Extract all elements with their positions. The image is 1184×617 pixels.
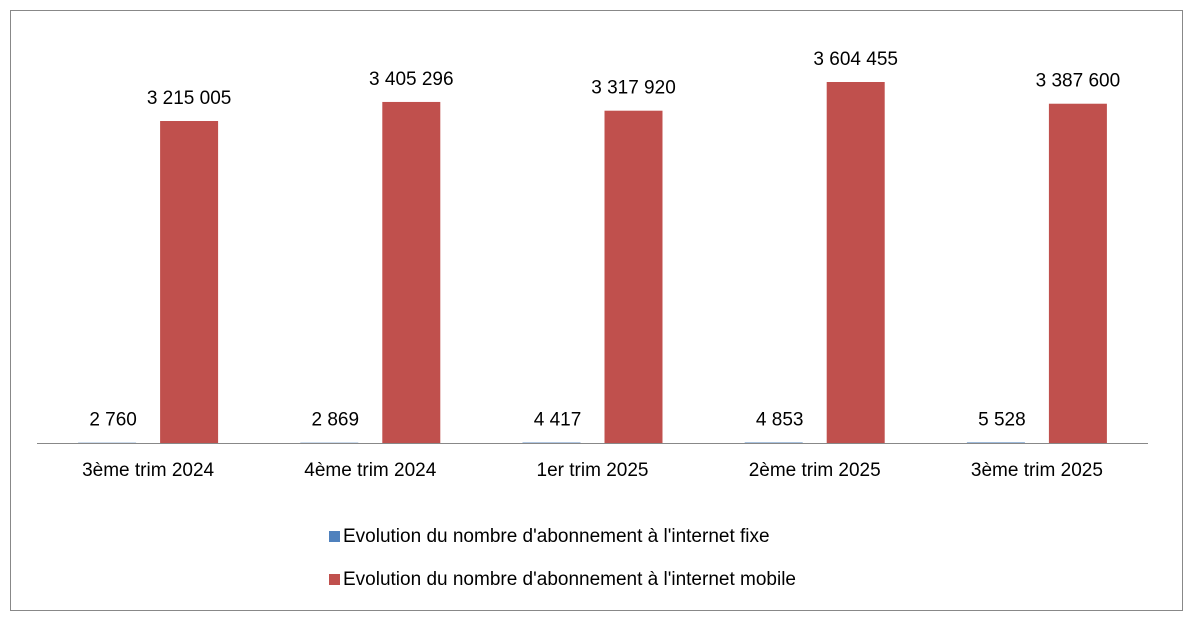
data-label: 3 387 600 (1036, 71, 1121, 92)
legend-swatch (329, 574, 340, 585)
bar (382, 102, 440, 443)
bar (160, 121, 218, 443)
bar (827, 82, 885, 443)
legend-label: Evolution du nombre d'abonnement à l'int… (343, 526, 770, 547)
data-label: 5 528 (978, 409, 1026, 430)
data-label: 4 417 (534, 410, 582, 431)
legend-swatch (329, 531, 340, 542)
legend-label: Evolution du nombre d'abonnement à l'int… (343, 569, 796, 590)
x-tick-label: 3ème trim 2025 (971, 460, 1103, 481)
bar (967, 442, 1025, 443)
data-label: 3 405 296 (369, 69, 454, 90)
data-label: 4 853 (756, 410, 804, 431)
x-tick-label: 1er trim 2025 (537, 460, 649, 481)
data-label: 2 869 (312, 410, 360, 431)
data-label: 3 215 005 (147, 88, 232, 109)
data-label: 2 760 (89, 410, 137, 431)
data-label: 3 317 920 (591, 78, 676, 99)
x-tick-label: 4ème trim 2024 (304, 460, 436, 481)
x-tick-label: 2ème trim 2025 (749, 460, 881, 481)
bar (1049, 104, 1107, 443)
data-label: 3 604 455 (813, 49, 898, 70)
x-tick-label: 3ème trim 2024 (82, 460, 214, 481)
bar (605, 111, 663, 443)
